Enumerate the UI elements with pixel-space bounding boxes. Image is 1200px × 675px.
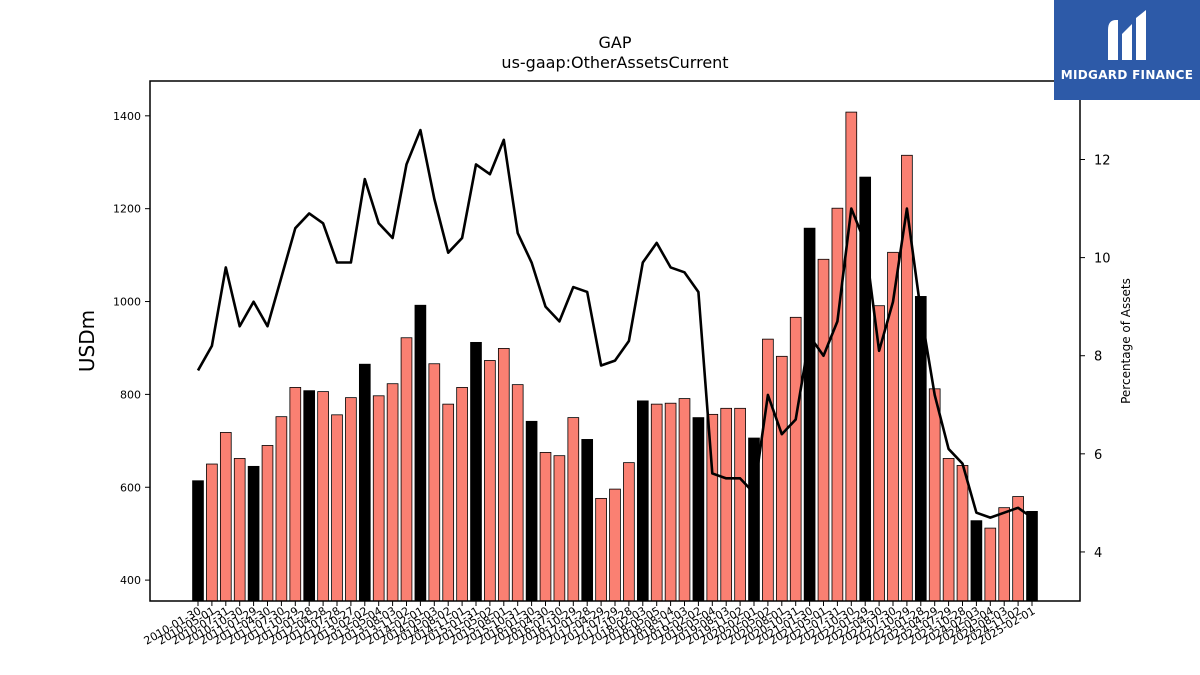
bar [928,388,941,602]
bar [831,207,844,602]
bar [345,397,357,602]
bar [192,480,204,602]
bar [400,337,413,602]
bar [998,507,1011,602]
pct-line-series [196,128,1033,519]
brand-logo: MIDGARD FINANCE [1054,0,1200,100]
bar [817,258,830,602]
bar [219,432,232,602]
plot-frame [149,80,1081,602]
bar [206,463,218,602]
bar [303,390,316,602]
bar [623,462,635,602]
bar [414,304,427,602]
bar [845,111,858,602]
bar [636,400,649,602]
midgard-logo-icon [1108,10,1146,60]
bar [734,407,746,602]
bar [1026,510,1038,602]
bar [372,395,385,602]
bar [456,387,468,602]
bar [692,417,705,602]
y-tick-label: 800 [120,388,141,401]
bar [386,383,399,602]
bar [470,341,482,602]
bar [650,403,663,602]
y-tick-label: 1400 [113,110,141,123]
bar [789,316,802,602]
bar [358,363,371,602]
y2-axis-title: Percentage of Assets [1119,278,1133,404]
bar [539,452,552,602]
bar [442,403,455,602]
y2-tick-label: 8 [1094,350,1102,365]
y-tick-label: 1200 [113,203,141,216]
y2-tick-label: 12 [1094,153,1111,168]
bar [511,384,524,602]
bar [720,407,733,602]
y-tick-label: 1000 [113,296,141,309]
bar [497,348,510,602]
y2-tick-label: 4 [1094,546,1102,561]
bar [595,497,607,602]
brand-name: MIDGARD FINANCE [1060,68,1194,82]
bar [428,363,441,602]
bar [762,338,774,602]
bar [317,391,329,602]
bar [553,455,566,602]
bar [331,414,343,602]
bar [956,465,969,602]
bar [901,154,913,602]
bar [525,420,538,602]
y-tick-label: 400 [120,574,141,587]
y-axis-title: USDm [75,310,99,372]
bar [664,402,677,602]
bar [1012,496,1024,602]
bar [984,527,997,602]
bar [247,465,260,602]
bar [581,439,594,602]
bar [233,458,246,602]
bar [942,458,955,602]
bar [803,227,816,602]
bar [484,360,496,602]
bar [706,413,719,602]
axes: 40060080010001200140046810122010-01-3020… [113,110,1111,648]
bar-series [192,111,1038,602]
y-tick-label: 600 [120,481,141,494]
bar [970,520,983,602]
chart-title: GAP [599,33,632,52]
bar [261,445,274,602]
y2-tick-label: 6 [1094,448,1102,463]
chart-subtitle: us-gaap:OtherAssetsCurrent [501,53,728,72]
bar [775,355,788,602]
y2-tick-label: 10 [1094,252,1111,267]
bar [275,416,288,602]
bar [678,398,691,602]
bar [289,387,302,602]
bar [567,417,580,602]
pct-line [196,128,1033,519]
bar [609,488,621,602]
